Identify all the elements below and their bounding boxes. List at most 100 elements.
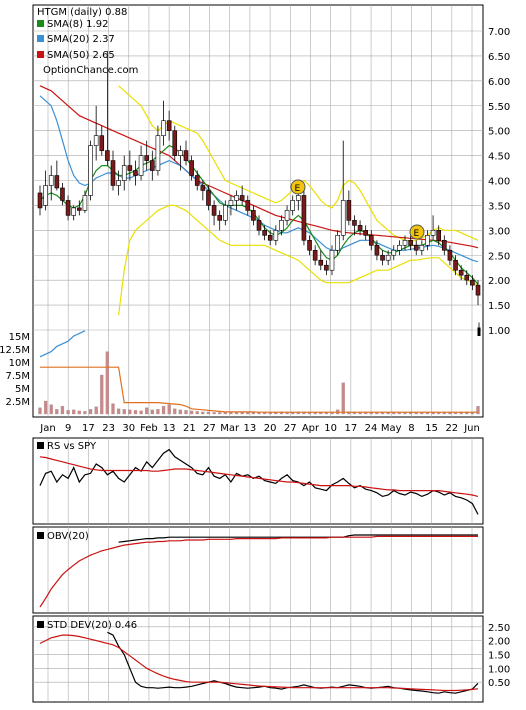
candle-body [307, 240, 312, 251]
candle-body [234, 195, 239, 201]
date-tick-label: 30 [122, 423, 135, 434]
date-axis: Jan 9 17 23 30 Feb 13 21 27 Mar 13 20 27 Apr 10 17 24 May… [39, 423, 480, 434]
sma20-swatch [37, 35, 44, 42]
earnings-marker-1: E [290, 179, 306, 195]
candle-body [60, 187, 65, 201]
rs-title: RS vs SPY [47, 441, 97, 452]
candle-body [436, 230, 441, 241]
candle-body [166, 120, 172, 131]
volume-bar [38, 407, 42, 415]
volume-bar [251, 412, 256, 415]
candle-body [335, 235, 340, 251]
volume-trend-line [39, 330, 86, 358]
volume-bar [83, 411, 87, 415]
volume-bar [161, 406, 166, 415]
price-tick-label: 2.00 [488, 276, 510, 287]
candle-body [346, 200, 352, 221]
candle-body [37, 192, 43, 209]
volume-bar [66, 410, 70, 415]
price-tick-label: 1.00 [488, 326, 510, 337]
earnings-marker-label: E [295, 184, 301, 194]
volume-bar [55, 409, 59, 415]
candle-body [374, 244, 380, 256]
candle-body [239, 195, 245, 201]
volume-bar [167, 404, 171, 415]
candlestick-layer [37, 50, 481, 336]
std-swatch [37, 621, 44, 628]
volume-bar [77, 410, 81, 415]
candle-body [121, 165, 127, 181]
volume-bar [246, 412, 250, 415]
sma8-swatch [37, 20, 44, 27]
volume-bar [341, 382, 345, 415]
volume-bar [234, 412, 239, 415]
earnings-marker-circle [290, 179, 306, 195]
candle-body [150, 160, 155, 171]
candle-body [251, 210, 256, 221]
price-tick-label: 4.00 [488, 177, 510, 188]
indicator-line [39, 535, 478, 608]
bollinger-lower-line [118, 204, 479, 316]
rs-pane-frame [32, 437, 484, 525]
obv-swatch [37, 532, 44, 539]
candle-body [357, 225, 363, 231]
sma50-swatch [37, 51, 44, 58]
candle-body [200, 185, 206, 191]
volume-bar [122, 409, 126, 415]
candle-body [273, 230, 279, 241]
volume-bar [94, 406, 98, 415]
candle-body [65, 200, 71, 216]
candle-body [116, 180, 121, 186]
volume-bar [105, 351, 110, 415]
indicator-line [39, 448, 479, 515]
candle-body [88, 145, 93, 196]
date-tick-label: 23 [102, 423, 115, 434]
volume-axis: 2.5M 5M 7.5M 10M 12.5M 15M [0, 332, 30, 408]
volume-bar [43, 400, 48, 415]
candle-body [99, 135, 105, 151]
candle-body [223, 205, 228, 221]
price-tick-label: 4.50 [488, 152, 510, 163]
volume-tick-label: 15M [9, 332, 30, 343]
price-tick-label: 6.00 [488, 77, 510, 88]
candle-body [290, 200, 295, 211]
volume-tick-label: 5M [15, 384, 30, 395]
candle-body [464, 274, 470, 281]
volume-bar [229, 412, 233, 415]
candle-body [138, 155, 144, 176]
price-tick-label: 7.00 [488, 27, 510, 38]
date-tick-label: 27 [203, 423, 216, 434]
candle-body [211, 205, 217, 216]
volume-bar [212, 412, 216, 415]
obv-grid [47, 527, 473, 613]
candle-body [48, 175, 54, 186]
volume-bar [476, 406, 480, 415]
price-pane-frame [32, 4, 484, 418]
std-tick-label: 2.50 [488, 623, 510, 634]
price-tick-label: 2.50 [488, 251, 510, 262]
date-tick-label: 24 [365, 423, 378, 434]
earnings-marker-2: E [409, 224, 425, 240]
candle-body [194, 175, 200, 186]
date-tick-label: Mar [220, 423, 240, 434]
volume-bar [133, 410, 138, 415]
volume-bar [145, 407, 149, 415]
candle-body [279, 220, 284, 231]
price-tick-label: 3.00 [488, 226, 510, 237]
candle-body [402, 240, 408, 246]
candle-body [425, 235, 430, 246]
price-legend: HTGM (daily) 0.88 SMA(8) 1.92 SMA(20) 2.… [37, 7, 138, 76]
candle-body [161, 120, 166, 136]
candle-body [380, 254, 385, 261]
indicator-line [39, 456, 479, 497]
candle-body [172, 130, 178, 156]
date-tick-label: 15 [425, 423, 438, 434]
candle-body [43, 185, 48, 206]
sma20-label: SMA(20) 2.37 [47, 34, 115, 45]
candle-body [363, 230, 368, 236]
price-title: HTGM (daily) 0.88 [37, 7, 127, 18]
date-tick-label: 22 [445, 423, 458, 434]
candle-body [245, 200, 251, 211]
